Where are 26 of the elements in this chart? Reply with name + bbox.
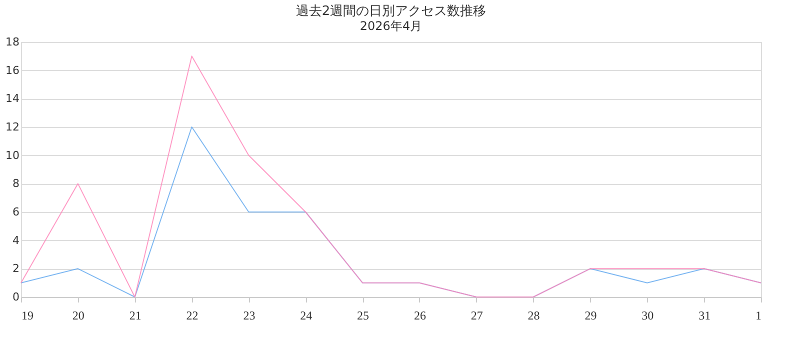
y-tick-label: 8	[12, 177, 20, 190]
x-tick-label: 30	[642, 308, 654, 322]
x-tick-label: 21	[129, 308, 142, 322]
x-tick-label: 24	[300, 308, 312, 322]
x-tick-label: 22	[186, 308, 198, 322]
y-tick-label: 10	[6, 148, 20, 162]
chart-subtitle: 2026年4月	[360, 19, 422, 33]
y-tick-label: 2	[12, 262, 20, 276]
y-tick-label: 4	[12, 234, 20, 247]
chart-title: 過去2週間の日別アクセス数推移	[296, 4, 486, 19]
y-tick-label: 12	[6, 120, 20, 134]
y-tick-label: 6	[12, 206, 20, 218]
x-tick-label: 19	[22, 308, 34, 322]
x-tick-label: 26	[414, 308, 426, 322]
x-tick-label: 25	[357, 308, 370, 322]
x-tick-label: 23	[243, 308, 256, 322]
x-tick-label: 28	[528, 308, 540, 322]
y-tick-label: 16	[6, 64, 20, 77]
x-tick-label: 31	[698, 308, 711, 322]
y-tick-label: 18	[6, 36, 20, 48]
y-tick-label: 14	[6, 92, 20, 106]
x-tick-label: 29	[584, 308, 597, 322]
y-tick-label: 0	[12, 290, 20, 304]
x-tick-label: 1	[756, 308, 762, 322]
x-tick-label: 27	[470, 308, 483, 322]
x-tick-label: 20	[72, 308, 84, 322]
